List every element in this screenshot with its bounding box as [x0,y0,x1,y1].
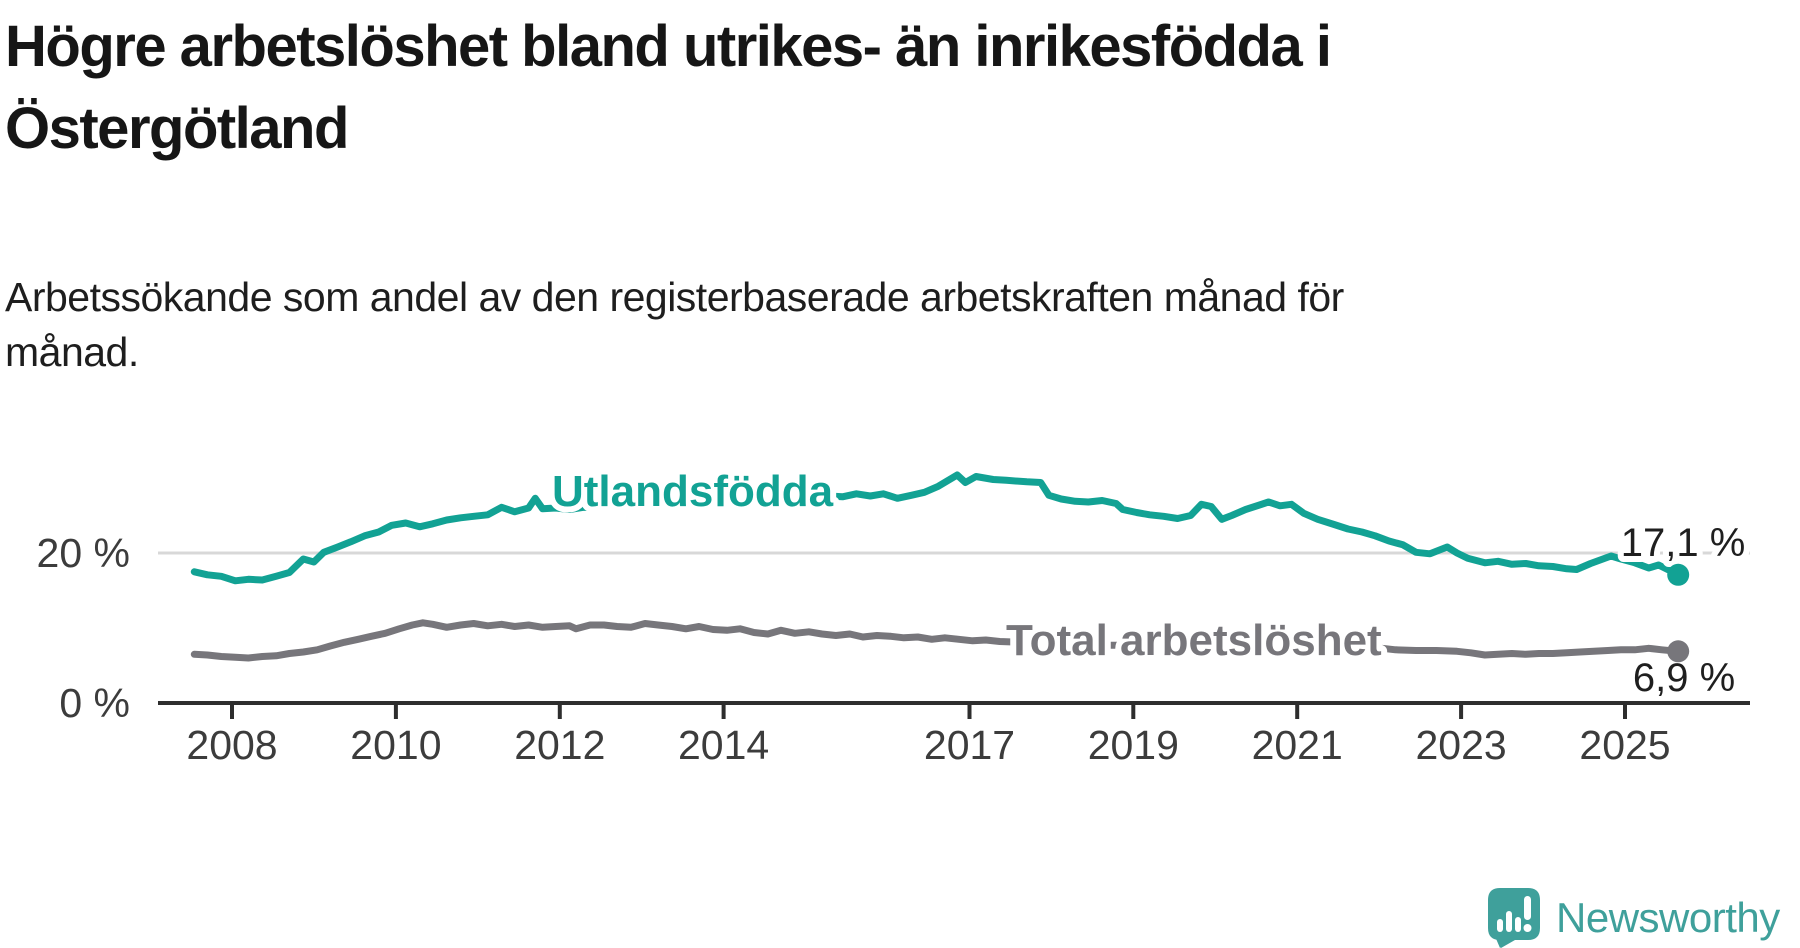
x-tick-label: 2025 [1579,722,1670,768]
x-tick-label: 2019 [1088,722,1179,768]
newsworthy-logo-text: Newsworthy [1556,894,1780,941]
subtitle-line-2: månad. [5,328,139,375]
end-dot-total [1667,640,1690,663]
x-tick-label: 2023 [1415,722,1506,768]
x-tick-label: 2021 [1252,722,1343,768]
y-label-0: 0 % [59,680,130,726]
newsworthy-branding: Newsworthy [1488,888,1781,948]
x-tick-label: 2008 [186,722,277,768]
chart-subtitle: Arbetssökande som andel av den registerb… [5,270,1605,380]
series-label-utlandsfodda: Utlandsfödda [552,467,834,516]
x-tick-label: 2014 [678,722,769,768]
subtitle-line-1: Arbetssökande som andel av den registerb… [5,274,1344,320]
x-tick-label: 2012 [514,722,605,768]
x-axis-ticks [230,703,1627,719]
title-line-1: Högre arbetslöshet bland utrikes- än inr… [5,14,1332,79]
x-tick-label: 2017 [924,722,1015,768]
newsworthy-logo-icon [1488,888,1540,948]
end-dot-utlandsfodda [1667,563,1690,586]
line-utlandsfodda [190,471,1682,585]
end-value-label-utlandsfodda: 17,1 % [1621,521,1746,565]
line-total-arbetsloshet [190,619,1682,662]
y-label-20: 20 % [37,530,130,576]
end-value-label-total: 6,9 % [1633,656,1735,700]
series-label-total-arbetsloshet: Total arbetslöshet [1006,616,1382,665]
x-axis-tick-labels: 2008 2010 2012 2014 2017 2019 2021 2023 2025 [186,722,1670,768]
page-title: Högre arbetslöshet bland utrikes- än inr… [5,6,1705,171]
x-tick-label: 2010 [350,722,441,768]
title-line-2: Östergötland [5,96,349,162]
